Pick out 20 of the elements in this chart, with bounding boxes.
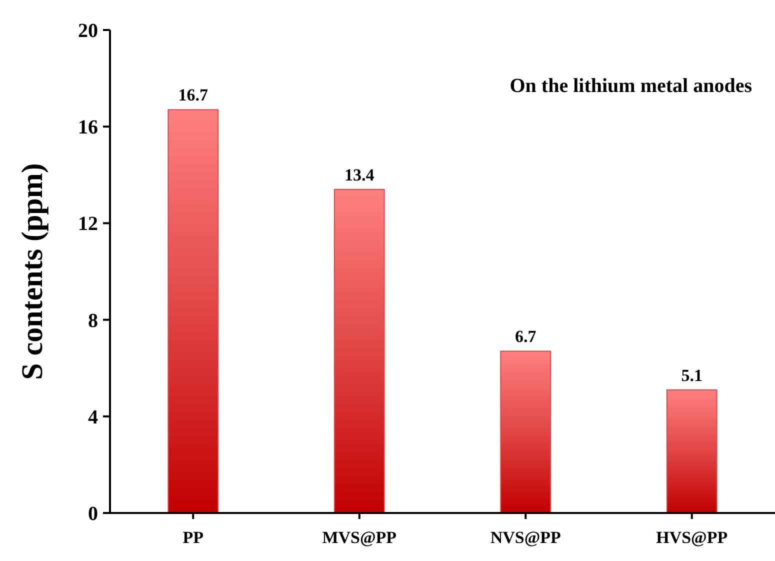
x-tick-label: MVS@PP: [322, 528, 397, 547]
x-tick-label: NVS@PP: [490, 528, 561, 547]
data-label: 16.7: [178, 86, 208, 105]
annotation: On the lithium metal anodes: [510, 75, 752, 97]
bar: [334, 188, 385, 514]
y-tick-label: 8: [88, 310, 98, 332]
y-tick-label: 20: [78, 20, 98, 42]
y-tick-label: 16: [78, 116, 98, 139]
y-axis-title: S contents (ppm): [16, 163, 49, 380]
y-tick-label: 12: [78, 213, 98, 236]
x-tick-label: HVS@PP: [656, 528, 728, 547]
bar: [666, 389, 718, 514]
y-tick-label: 0: [88, 503, 98, 525]
data-label: 5.1: [681, 366, 702, 385]
bar: [500, 350, 552, 514]
data-label: 13.4: [344, 165, 375, 184]
bar: [168, 109, 219, 514]
y-tick-label: 4: [88, 406, 98, 428]
x-tick-label: PP: [182, 528, 204, 547]
data-label: 6.7: [515, 327, 537, 346]
